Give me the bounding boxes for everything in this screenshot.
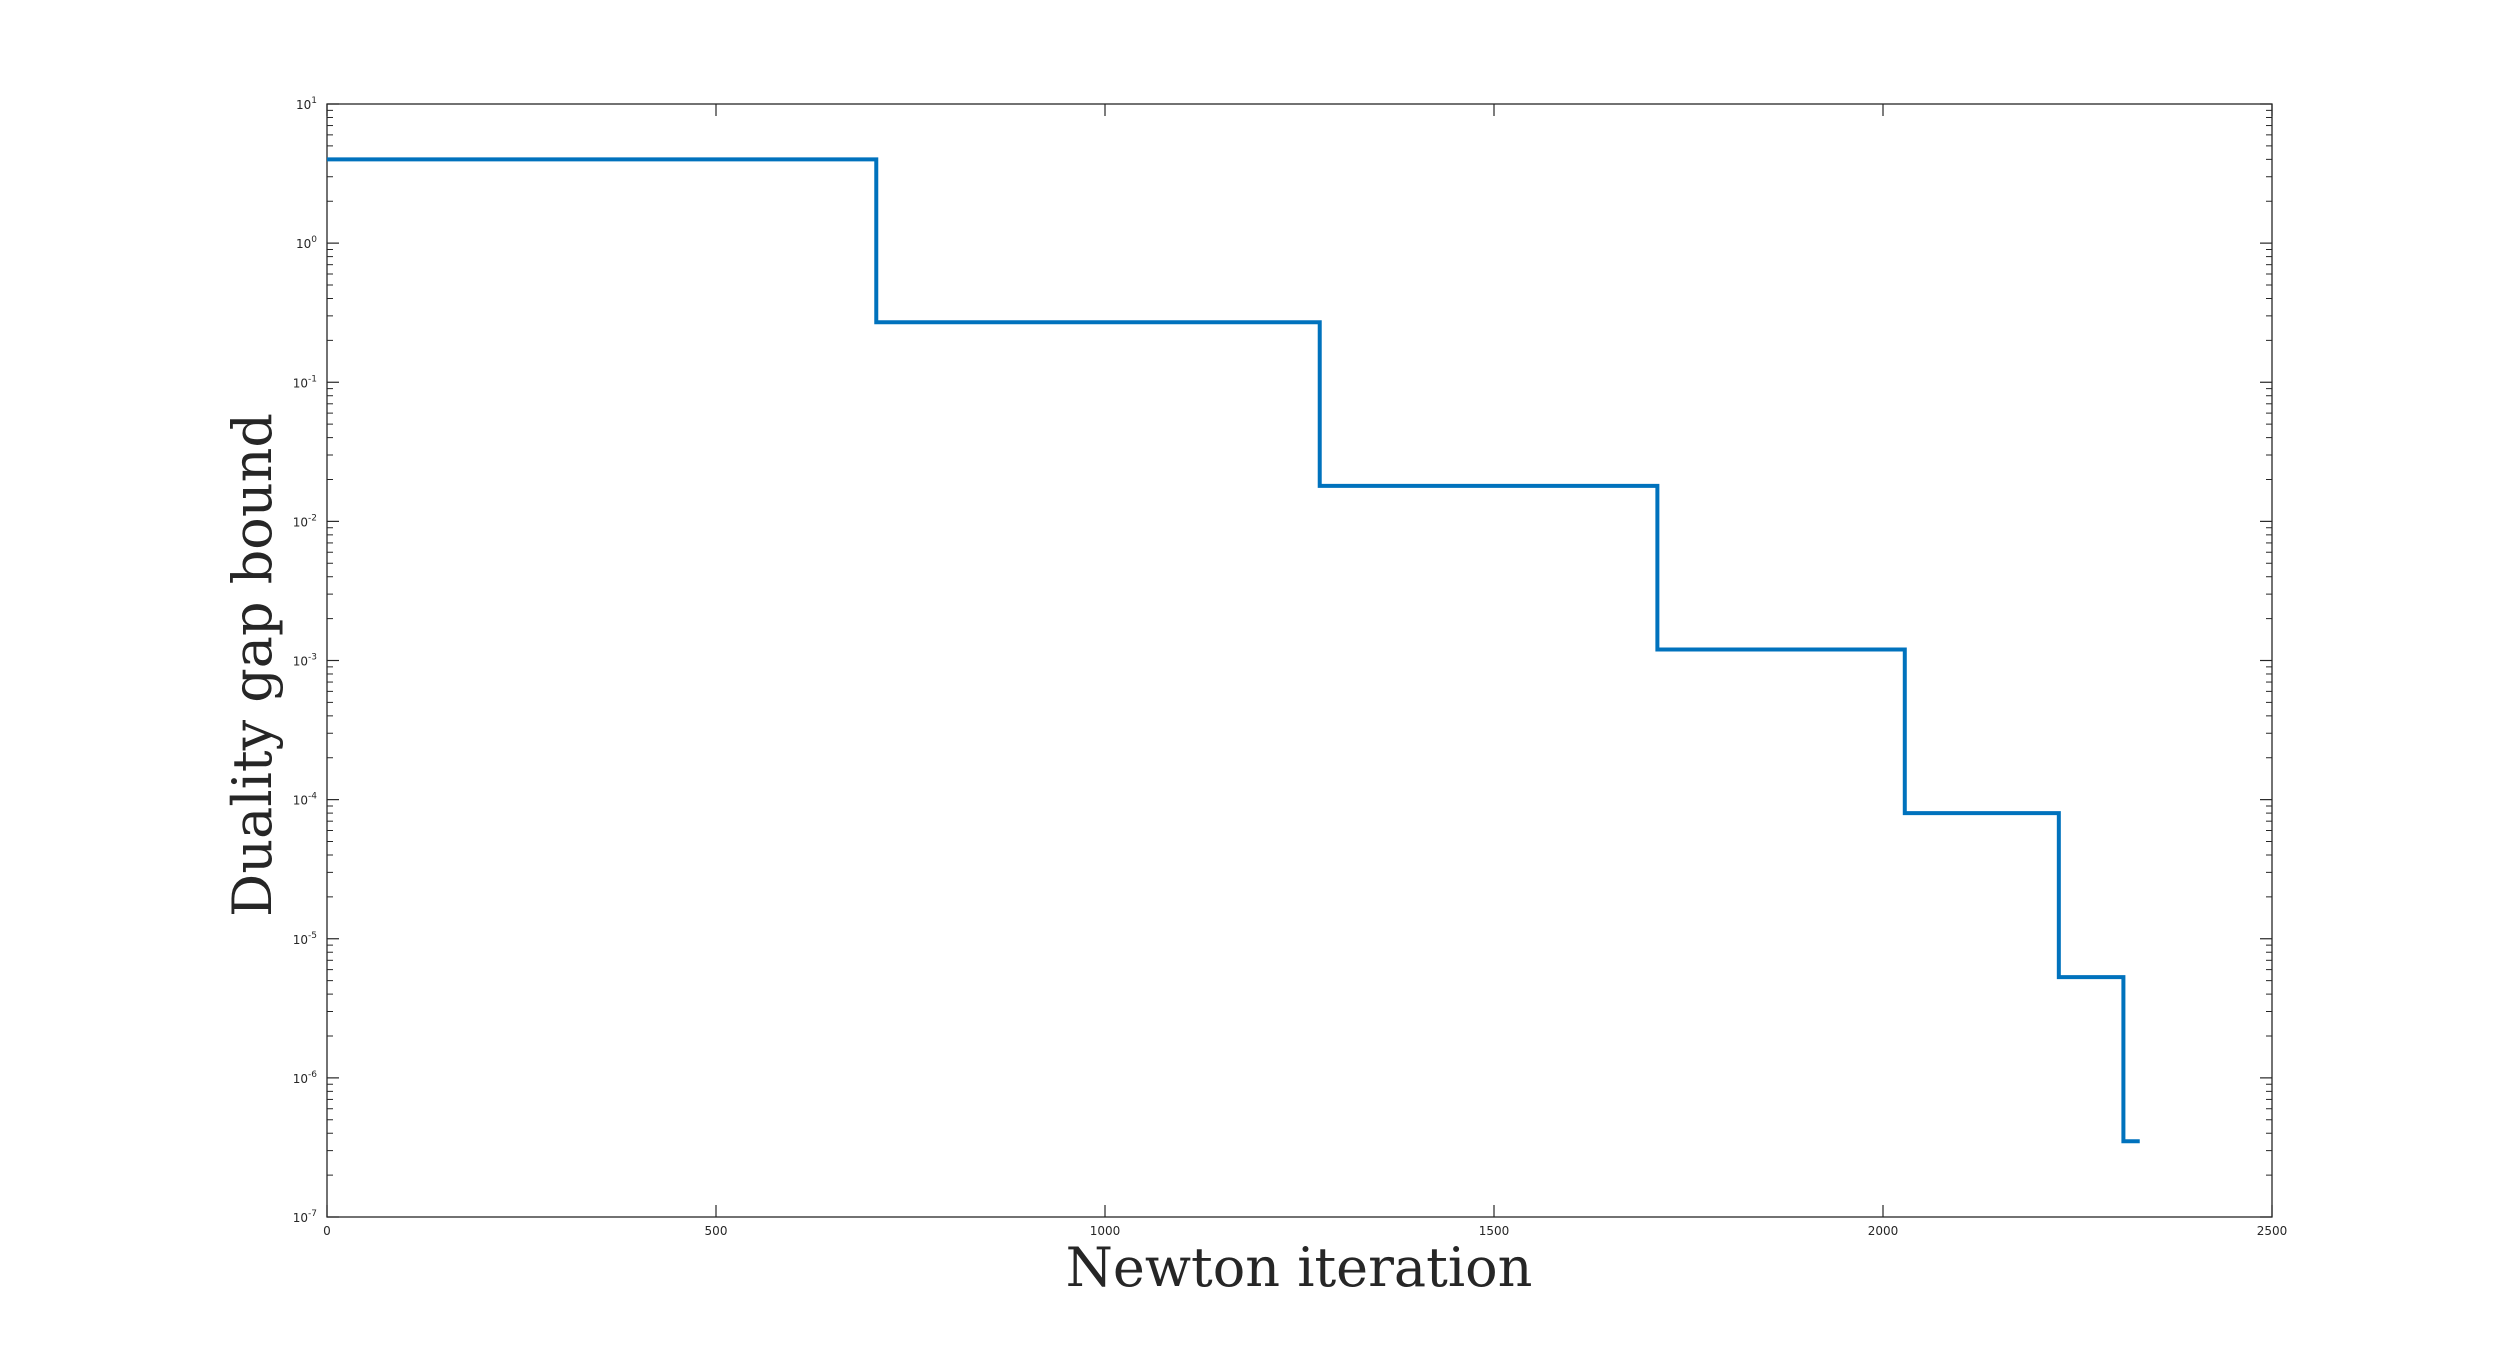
y-tick-label: 10-5 [293,931,317,947]
y-tick-label: 10-1 [293,374,317,390]
y-tick-label: 10-4 [293,792,318,808]
x-axis-title: Newton iteration [1066,1236,1533,1299]
x-tick-label: 500 [705,1224,728,1238]
plot-area: 0 500 1000 1500 2000 2500 101 100 10-1 10-2 10-3 10… [293,96,2288,1238]
y-tick-label: 101 [296,96,317,112]
y-tick-label: 10-3 [293,653,317,669]
series-line [327,157,2140,1144]
y-tick-label: 100 [296,235,317,251]
x-tick-label: 1500 [1479,1224,1510,1238]
y-tick-label: 10-6 [293,1070,318,1086]
y-tick-label: 10-2 [293,513,317,529]
y-tick-label: 10-7 [293,1209,317,1225]
x-tick-label: 1000 [1090,1224,1121,1238]
y-axis-title: Duality gap bound [221,413,284,917]
x-tick-label: 2500 [2257,1224,2288,1238]
x-tick-label: 0 [323,1224,331,1238]
x-tick-label: 2000 [1868,1224,1899,1238]
